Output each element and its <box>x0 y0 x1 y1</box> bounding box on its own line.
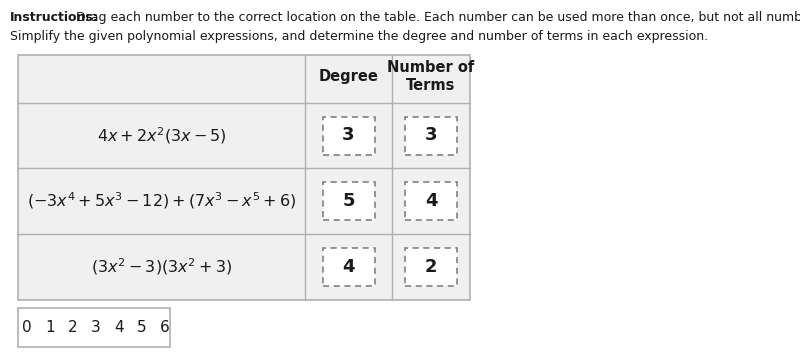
Bar <box>322 182 374 220</box>
Bar <box>405 116 457 154</box>
Text: 0: 0 <box>22 320 32 335</box>
Text: 5: 5 <box>137 320 147 335</box>
Bar <box>322 248 374 286</box>
Text: 2: 2 <box>68 320 78 335</box>
Text: 6: 6 <box>160 320 170 335</box>
Text: Drag each number to the correct location on the table. Each number can be used m: Drag each number to the correct location… <box>72 11 800 24</box>
Text: 4: 4 <box>342 258 354 276</box>
Text: 3: 3 <box>91 320 101 335</box>
Text: $4x + 2x^2(3x - 5)$: $4x + 2x^2(3x - 5)$ <box>97 125 226 146</box>
Bar <box>18 55 470 300</box>
Text: 1: 1 <box>45 320 55 335</box>
Text: $(-3x^4 + 5x^3 - 12) + (7x^3 - x^5 + 6)$: $(-3x^4 + 5x^3 - 12) + (7x^3 - x^5 + 6)$ <box>26 191 296 211</box>
Bar <box>322 116 374 154</box>
Text: Simplify the given polynomial expressions, and determine the degree and number o: Simplify the given polynomial expression… <box>10 30 708 43</box>
Text: 4: 4 <box>114 320 124 335</box>
Text: $(3x^2 - 3)(3x^2 + 3)$: $(3x^2 - 3)(3x^2 + 3)$ <box>91 257 232 277</box>
Bar <box>405 182 457 220</box>
Text: 3: 3 <box>425 126 438 144</box>
Text: 5: 5 <box>342 192 354 210</box>
Text: Number of
Terms: Number of Terms <box>387 61 474 93</box>
Bar <box>405 248 457 286</box>
Text: 3: 3 <box>342 126 354 144</box>
Text: Instructions:: Instructions: <box>10 11 98 24</box>
Text: 2: 2 <box>425 258 438 276</box>
Bar <box>18 308 170 347</box>
Text: Degree: Degree <box>318 69 378 85</box>
Text: 4: 4 <box>425 192 438 210</box>
